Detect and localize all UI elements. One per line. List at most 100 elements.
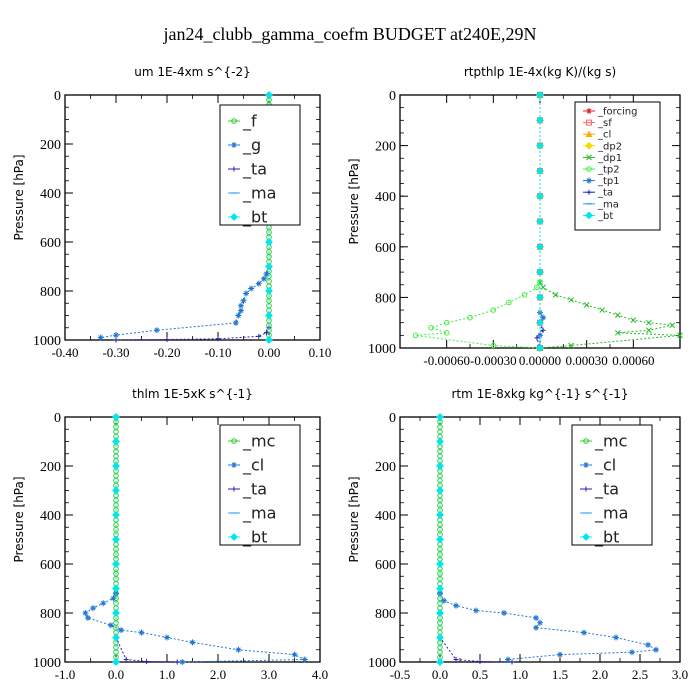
legend-label: _dp2 xyxy=(597,141,622,152)
data-point xyxy=(291,651,298,658)
series-line xyxy=(539,95,681,349)
data-point xyxy=(540,327,546,333)
x-tick-label: 2.5 xyxy=(632,667,648,682)
legend-label: _mc xyxy=(594,432,627,452)
data-point xyxy=(265,238,273,246)
y-tick-label: 400 xyxy=(40,509,61,524)
data-point xyxy=(112,658,120,666)
legend-marker xyxy=(586,189,592,195)
y-tick-label: 400 xyxy=(375,190,396,205)
legend-label: _tp1 xyxy=(597,176,620,187)
data-point xyxy=(453,657,459,663)
y-tick-label: 400 xyxy=(375,509,396,524)
legend-entry: _ma xyxy=(583,199,619,210)
x-tick-label: -0.20 xyxy=(153,345,180,360)
data-point xyxy=(536,293,544,302)
x-tick-label: -0.5 xyxy=(390,667,411,682)
x-tick-label: 0.10 xyxy=(309,345,332,360)
figure-title: jan24_clubb_gamma_coefm BUDGET at240E,29… xyxy=(162,24,536,44)
legend-marker xyxy=(585,130,593,137)
data-point xyxy=(453,602,459,609)
legend: _forcing_sf_cl_dp2_dp1_tp2_tp1_ta_ma_bt xyxy=(574,101,661,231)
x-tick-label: 0.00000 xyxy=(519,353,561,368)
legend-label: _ma xyxy=(594,504,628,524)
legend-entry: _ta xyxy=(580,480,619,500)
data-point xyxy=(436,462,444,470)
chart-title: thlm 1E-5xK s^{-1} xyxy=(132,387,253,401)
legend-entry: _forcing xyxy=(583,107,638,118)
y-tick-label: 1000 xyxy=(33,656,61,671)
data-point xyxy=(581,629,587,636)
legend-label: _dp1 xyxy=(597,153,622,164)
legend-label: _sf xyxy=(597,118,612,129)
data-point xyxy=(536,116,544,125)
legend-box xyxy=(571,424,653,546)
legend-box xyxy=(219,424,301,546)
legend-marker xyxy=(231,462,237,468)
legend-marker xyxy=(583,486,589,492)
data-point xyxy=(215,336,221,342)
data-point xyxy=(263,270,270,277)
data-point xyxy=(669,322,676,329)
x-tick-label: 0.00030 xyxy=(566,353,608,368)
chart-panel-2: rtpthlp 1E-4x(kg K)/(kg s) Pressure [hPa]… xyxy=(347,65,683,368)
data-point xyxy=(112,437,120,446)
x-tick-label: 0.00 xyxy=(258,345,281,360)
data-point xyxy=(534,284,540,291)
x-tick-label: -0.00060 xyxy=(423,353,470,368)
data-point xyxy=(536,268,544,277)
legend-label: _ta xyxy=(594,480,619,500)
data-point xyxy=(237,302,244,309)
data-point xyxy=(436,609,444,617)
x-tick-label: -1.0 xyxy=(55,667,76,682)
series-line xyxy=(439,417,513,663)
legend-marker xyxy=(231,438,237,444)
data-point xyxy=(235,312,242,319)
y-tick-label: 0 xyxy=(54,89,61,104)
legend-label: _tp2 xyxy=(597,165,620,176)
data-point xyxy=(436,511,444,519)
data-point xyxy=(536,242,544,251)
y-axis-label: Pressure [hPa] xyxy=(347,476,361,562)
data-point xyxy=(265,262,273,271)
legend-entry: _dp2 xyxy=(583,141,622,152)
data-point xyxy=(265,287,273,295)
legend-entry: _f xyxy=(228,112,257,132)
x-tick-label: 0.00060 xyxy=(612,353,654,368)
data-point xyxy=(256,333,262,339)
data-point xyxy=(614,329,621,336)
legend-marker xyxy=(231,486,237,492)
data-point xyxy=(112,486,120,495)
legend-label: _ta xyxy=(242,480,267,500)
y-tick-label: 200 xyxy=(40,460,61,475)
data-point xyxy=(436,560,444,568)
data-point xyxy=(112,511,120,519)
data-point xyxy=(533,614,539,621)
data-point xyxy=(501,610,507,616)
data-point xyxy=(436,486,444,495)
legend-entry: _ma xyxy=(228,184,276,204)
legend-entry: _dp1 xyxy=(583,153,622,164)
y-tick-label: 400 xyxy=(40,187,61,202)
data-point xyxy=(536,318,544,327)
x-tick-label: -0.10 xyxy=(204,345,231,360)
legend: _mc _cl _ta _ma _bt xyxy=(219,424,301,548)
legend-marker xyxy=(230,533,238,541)
data-point xyxy=(557,651,563,658)
data-point xyxy=(645,641,651,648)
legend-label: _f xyxy=(242,112,257,132)
data-point xyxy=(112,633,120,642)
legend-entry: _cl xyxy=(580,456,616,476)
legend-entry: _cl xyxy=(228,456,264,476)
legend-entry: _mc xyxy=(228,432,275,452)
data-point xyxy=(428,324,434,331)
chart-panel-4: rtm 1E-8xkg kg^{-1} s^{-1} Pressure [hPa]… xyxy=(347,387,688,682)
y-tick-label: 0 xyxy=(54,411,61,426)
series-bt xyxy=(436,413,444,666)
legend-entry: _mc xyxy=(580,432,627,452)
data-point xyxy=(505,656,511,663)
legend-label: _ta xyxy=(597,188,613,199)
legend-marker xyxy=(230,213,238,221)
data-point xyxy=(301,656,308,663)
legend-marker xyxy=(586,154,592,161)
